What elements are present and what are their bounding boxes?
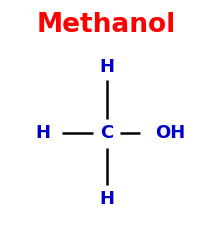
Text: H: H bbox=[35, 124, 50, 142]
Text: OH: OH bbox=[155, 124, 186, 142]
Text: H: H bbox=[99, 58, 114, 76]
Text: H: H bbox=[99, 190, 114, 208]
Text: Methanol: Methanol bbox=[37, 12, 176, 38]
Text: C: C bbox=[100, 124, 113, 142]
